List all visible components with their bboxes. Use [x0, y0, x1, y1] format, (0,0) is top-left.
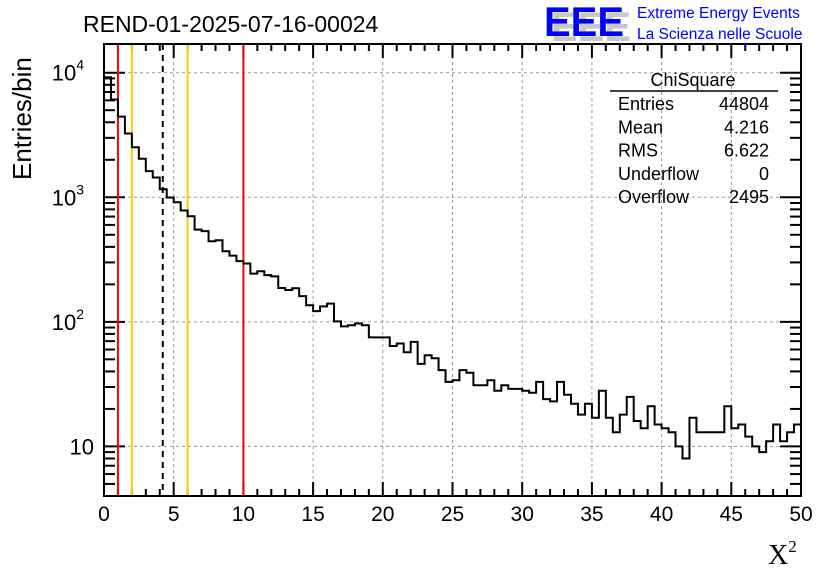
stats-label-mean: Mean — [618, 117, 663, 137]
x-tick-label: 20 — [371, 503, 394, 526]
x-tick-label: 5 — [168, 503, 180, 526]
plot-frame — [103, 43, 802, 497]
x-tick-label: 35 — [580, 503, 603, 526]
stats-value-underflow: 0 — [759, 164, 769, 184]
chart-title: REND-01-2025-07-16-00024 — [83, 11, 379, 37]
y-tick-label: 104 — [52, 57, 84, 86]
y-tick-label: 102 — [52, 306, 84, 335]
stats-box: ChiSquare Entries 44804 Mean 4.216 RMS 6.622 U… — [610, 70, 778, 207]
logo-eee: EEE — [544, 0, 624, 45]
y-tick-label: 103 — [52, 181, 84, 210]
stats-label-overflow: Overflow — [618, 187, 690, 207]
stats-value-entries: 44804 — [719, 94, 769, 114]
x-tick-label: 15 — [301, 503, 324, 526]
x-tick-label: 45 — [720, 503, 743, 526]
x-tick-label: 50 — [789, 503, 812, 526]
logo-line2: La Scienza nelle Scuole — [637, 26, 802, 43]
y-tick-label: 10 — [70, 434, 94, 459]
stats-title: ChiSquare — [650, 70, 735, 90]
marker-lines — [116, 44, 245, 496]
y-tick-labels: 10 102 103 104 — [52, 57, 94, 460]
stats-label-entries: Entries — [618, 94, 674, 114]
logo-line1: Extreme Energy Events — [637, 5, 800, 22]
x-tick-label: 25 — [441, 503, 464, 526]
eee-logo: EEE Extreme Energy Events La Scienza nel… — [544, 0, 802, 45]
stats-value-mean: 4.216 — [724, 117, 769, 137]
x-axis-label: X2 — [768, 537, 797, 571]
y-axis-label: Entries/bin — [7, 57, 37, 180]
x-tick-label: 30 — [511, 503, 534, 526]
stats-label-rms: RMS — [618, 141, 658, 161]
grid — [104, 44, 801, 496]
histogram-line — [103, 76, 801, 496]
x-tick-labels: 0 5 10 15 20 25 30 35 40 45 50 — [98, 503, 813, 526]
x-tick-label: 10 — [232, 503, 255, 526]
stats-value-overflow: 2495 — [729, 187, 769, 207]
x-tick-label: 0 — [98, 503, 110, 526]
x-tick-label: 40 — [650, 503, 673, 526]
stats-value-rms: 6.622 — [724, 141, 769, 161]
stats-label-underflow: Underflow — [618, 164, 700, 184]
